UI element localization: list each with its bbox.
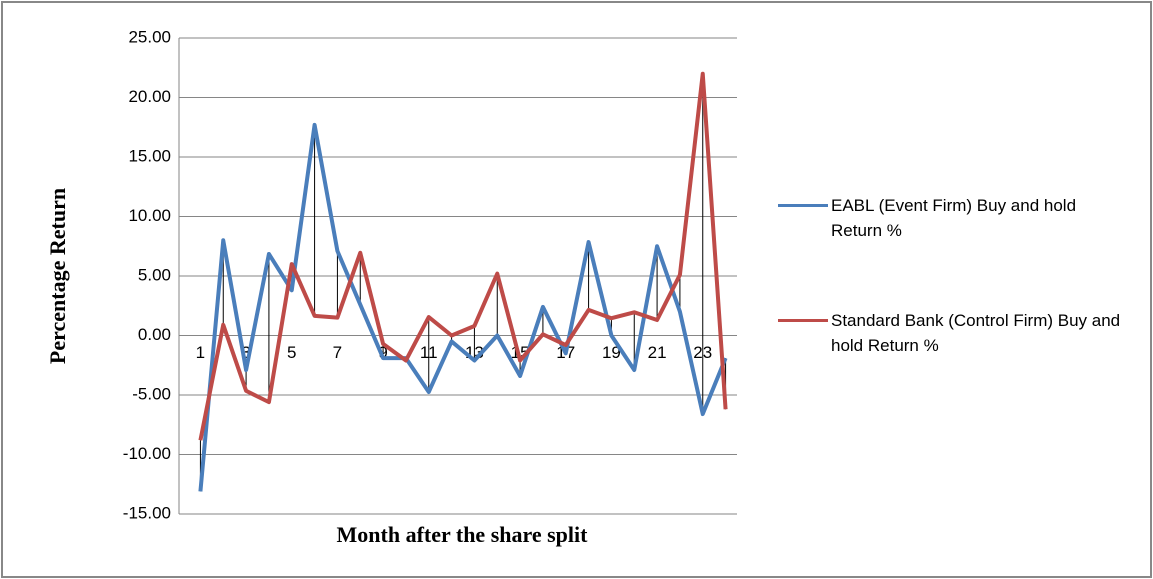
y-tick-label: -10.00 [123,444,171,463]
y-tick-label: 10.00 [128,206,171,225]
y-tick-label: 5.00 [138,265,171,284]
y-tick-label: -5.00 [132,384,171,403]
legend-swatch [778,319,828,322]
x-tick-label: 19 [602,343,621,362]
legend-item: EABL (Event Firm) Buy and hold Return % [778,193,1138,243]
legend-swatch [778,204,828,207]
legend-item: Standard Bank (Control Firm) Buy and hol… [778,308,1138,358]
x-tick-label: 7 [333,343,342,362]
x-tick-label: 21 [648,343,667,362]
x-tick-label: 3 [241,343,250,362]
x-axis-title: Month after the share split [337,522,589,547]
x-tick-label: 1 [196,343,205,362]
legend-label: EABL (Event Firm) Buy and hold Return % [831,196,1077,240]
legend-label: Standard Bank (Control Firm) Buy and hol… [831,311,1121,355]
x-tick-label: 5 [287,343,296,362]
y-tick-label: -15.00 [123,503,171,522]
y-tick-label: 15.00 [128,146,171,165]
y-tick-label: 20.00 [128,87,171,106]
y-tick-label: 0.00 [138,325,171,344]
y-tick-label: 25.00 [128,27,171,46]
series-line [198,71,728,441]
y-axis-title: Percentage Return [45,188,70,364]
